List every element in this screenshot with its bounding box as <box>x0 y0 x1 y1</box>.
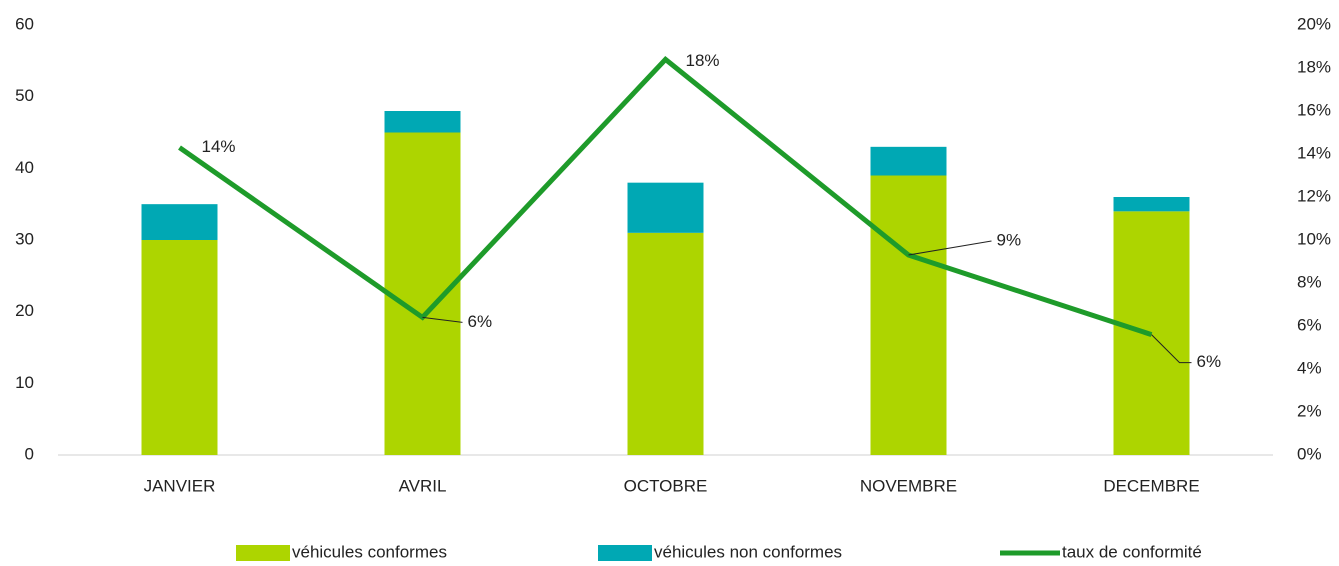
leader-line <box>908 240 992 256</box>
legend-swatch <box>598 545 652 561</box>
data-label: 6% <box>468 312 493 331</box>
y2-tick-label: 2% <box>1297 401 1322 420</box>
leader-line <box>422 316 463 323</box>
bar-segment <box>870 175 947 455</box>
legend-label: véhicules conformes <box>292 542 447 561</box>
x-tick-label: DECEMBRE <box>1103 476 1199 495</box>
legend-label: taux de conformité <box>1062 542 1202 561</box>
data-label: 9% <box>997 231 1022 250</box>
x-tick-label: OCTOBRE <box>624 476 708 495</box>
bar-segment <box>1113 197 1190 212</box>
y-tick-label: 0 <box>25 444 34 463</box>
line-series <box>178 56 1153 337</box>
y-tick-label: 50 <box>15 86 34 105</box>
bar-segment <box>627 232 704 455</box>
y2-tick-label: 20% <box>1297 14 1331 33</box>
data-label: 18% <box>686 51 720 70</box>
y2-tick-label: 8% <box>1297 272 1322 291</box>
legend-swatch <box>236 545 290 561</box>
y2-tick-label: 12% <box>1297 186 1331 205</box>
y-tick-label: 30 <box>15 229 34 248</box>
x-tick-label: NOVEMBRE <box>860 476 957 495</box>
bar-segment <box>141 204 218 240</box>
y2-tick-label: 14% <box>1297 143 1331 162</box>
data-label: 6% <box>1197 352 1222 371</box>
bar-segment <box>627 182 704 233</box>
y2-tick-label: 16% <box>1297 100 1331 119</box>
y-tick-label: 60 <box>15 14 34 33</box>
x-tick-label: JANVIER <box>144 476 216 495</box>
y2-tick-label: 18% <box>1297 57 1331 76</box>
bar-segment <box>141 240 218 455</box>
bar-segment <box>384 132 461 455</box>
legend-label: véhicules non conformes <box>654 542 842 561</box>
data-label: 14% <box>202 137 236 156</box>
y-tick-label: 20 <box>15 301 34 320</box>
bar-segment <box>870 146 947 176</box>
bar-segment <box>384 111 461 133</box>
leader-line <box>1151 334 1192 364</box>
y2-tick-label: 10% <box>1297 229 1331 248</box>
y-tick-label: 40 <box>15 158 34 177</box>
y-tick-label: 10 <box>15 373 34 392</box>
x-tick-label: AVRIL <box>399 476 447 495</box>
y2-tick-label: 6% <box>1297 315 1322 334</box>
y2-tick-label: 4% <box>1297 358 1322 377</box>
y2-tick-label: 0% <box>1297 444 1322 463</box>
